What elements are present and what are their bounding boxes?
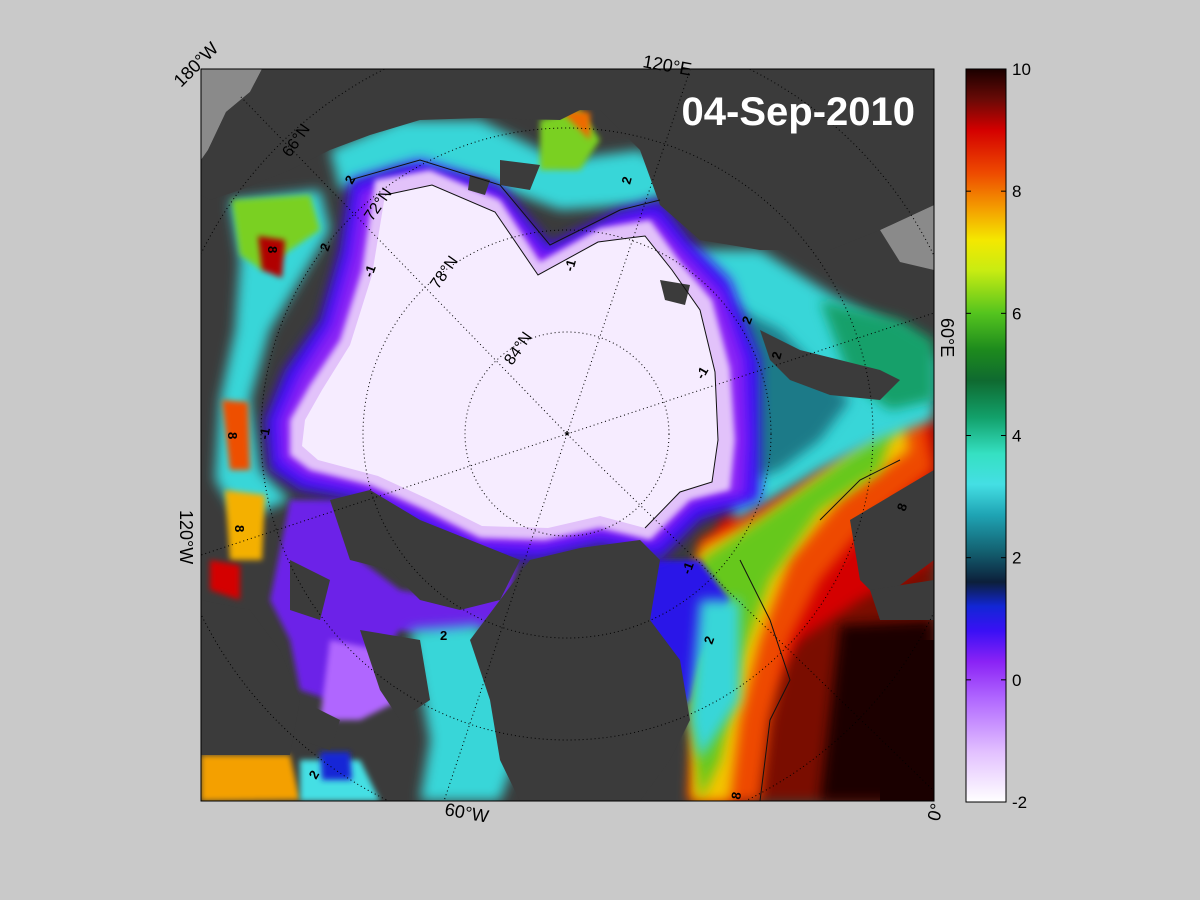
colorbar: 10 8 6 4 2 0 -2 xyxy=(965,60,1031,812)
lon-label-0: 0° xyxy=(924,801,948,823)
date-label: 04-Sep-2010 xyxy=(682,90,915,134)
contour-label-minus1: -1 xyxy=(361,263,379,279)
map-frame xyxy=(200,68,935,802)
colorbar-tick-label: 8 xyxy=(1012,182,1021,201)
contour-label-8: 8 xyxy=(265,246,280,253)
lon-label-60e: 60°E xyxy=(937,318,957,357)
contour-label-2: 2 xyxy=(317,241,334,253)
contour-label-8: 8 xyxy=(225,432,240,439)
map-panel: * 66°N 72°N 78°N 84°N 2 2 -1 -1 2 8 8 8 … xyxy=(201,69,934,801)
graticule xyxy=(201,69,934,801)
colorbar-tick-label: 2 xyxy=(1012,549,1021,568)
lon-label-120w: 120°W xyxy=(176,510,196,564)
contour-label-2: 2 xyxy=(440,628,447,643)
colorbar-gradient xyxy=(965,68,1007,803)
colorbar-tick-label: 6 xyxy=(1012,304,1021,323)
contour-label-8: 8 xyxy=(728,791,744,801)
contour-label-minus1: -1 xyxy=(679,560,697,576)
colorbar-tick-label: 0 xyxy=(1012,671,1021,690)
no-data-patch xyxy=(201,69,262,160)
contour-label-8: 8 xyxy=(894,501,911,513)
colorbar-tick-label: 4 xyxy=(1012,427,1021,446)
no-data-patch xyxy=(880,205,934,270)
contour-label-minus1: -1 xyxy=(561,258,578,273)
contour-label-1: -1 xyxy=(256,427,273,441)
lon-label-60w: 60°W xyxy=(443,799,490,826)
landmasses xyxy=(201,69,934,801)
contour-label-2: 2 xyxy=(701,634,718,646)
contour-label-8: 8 xyxy=(232,525,247,532)
sea-ice-core xyxy=(302,185,718,528)
contour-label-2: 2 xyxy=(618,175,634,186)
contour-label-2: 2 xyxy=(768,350,784,361)
colorbar-tick-label: 10 xyxy=(1012,60,1031,79)
contour-label-2: 2 xyxy=(739,314,756,326)
pole-marker: * xyxy=(564,428,570,443)
colorbar-tick-label: -2 xyxy=(1012,793,1027,812)
contour-lines xyxy=(349,159,901,801)
